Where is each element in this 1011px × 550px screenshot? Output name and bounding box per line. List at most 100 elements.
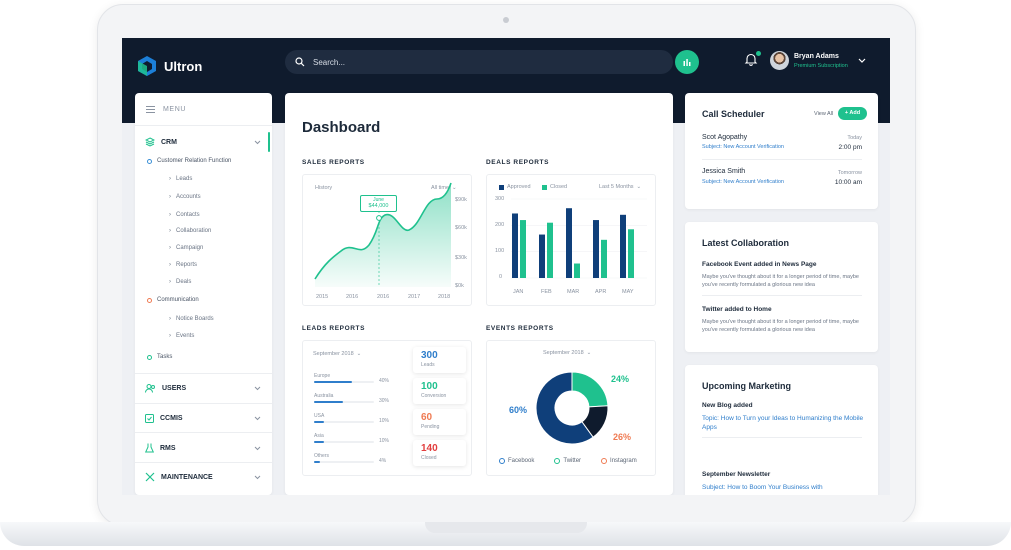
bar-closed-mar <box>574 263 580 278</box>
sidebar-item-events[interactable]: › Events <box>169 333 194 339</box>
chevron-right-icon: › <box>169 245 171 251</box>
avatar[interactable] <box>770 51 789 70</box>
marketing-title: Upcoming Marketing <box>702 381 792 391</box>
sidebar-item-notice-boards[interactable]: › Notice Boards <box>169 316 214 322</box>
region-bar-track <box>314 381 374 383</box>
region-bar-track <box>314 401 374 403</box>
sidebar-item-contacts[interactable]: › Contacts <box>169 212 200 218</box>
region-bar-fill <box>314 441 324 443</box>
sales-area <box>315 183 451 287</box>
sidebar-item-collaboration[interactable]: › Collaboration <box>169 228 211 234</box>
chevron-down-icon: ⌄ <box>452 185 457 191</box>
sidebar-item-rms[interactable]: RMS <box>135 443 272 453</box>
deals-report-panel: Approved Closed Last 5 Months ⌄ 300 200 1… <box>486 174 656 306</box>
stat-label: Leads <box>421 362 435 368</box>
hamburger-icon <box>146 105 155 113</box>
view-all-link[interactable]: View All <box>814 111 834 117</box>
y-tick-label: 100 <box>495 248 505 254</box>
events-donut-chart <box>535 371 609 445</box>
dashboard-panel: Dashboard SALES REPORTS History All time… <box>285 93 673 495</box>
sidebar-group-crm[interactable]: Customer Relation Function <box>147 158 231 164</box>
leads-filter-dropdown[interactable]: September 2018 ⌄ <box>313 351 361 357</box>
chevron-right-icon: › <box>169 333 171 339</box>
sidebar-item-deals[interactable]: › Deals <box>169 279 191 285</box>
sidebar-item-campaign[interactable]: › Campaign <box>169 245 203 251</box>
tools-icon <box>145 472 155 482</box>
leads-report-panel: September 2018 ⌄ Europe 40% Australia 30% USA… <box>302 340 472 476</box>
region-label: USA <box>314 413 325 419</box>
chevron-right-icon: › <box>169 228 171 234</box>
chevron-down-icon <box>254 140 261 144</box>
marketing-item-link[interactable]: Topic: How to Turn your Ideas to Humaniz… <box>702 415 864 431</box>
chevron-down-icon <box>254 446 261 450</box>
leads-reports-title: LEADS REPORTS <box>302 325 366 332</box>
sidebar-item-leads[interactable]: › Leads <box>169 176 192 182</box>
sidebar-item-crm[interactable]: CRM <box>135 137 272 147</box>
events-filter-dropdown[interactable]: September 2018 ⌄ <box>543 350 591 356</box>
sidebar-item-reports[interactable]: › Reports <box>169 262 197 268</box>
sidebar-item-users[interactable]: USERS <box>135 384 272 393</box>
marketing-item-heading: September Newsletter <box>702 471 771 478</box>
region-bar-fill <box>314 401 343 403</box>
slice-label-facebook: 60% <box>509 405 528 415</box>
chevron-down-icon <box>254 475 261 479</box>
collaboration-item-heading[interactable]: Twitter added to Home <box>702 306 772 313</box>
sidebar-scrollbar[interactable] <box>268 132 270 152</box>
app-logo[interactable]: Ultron <box>136 55 202 77</box>
stat-label: Conversion <box>421 393 447 399</box>
caller-name: Jessica Smith <box>702 168 746 175</box>
stat-value: 100 <box>421 381 438 392</box>
menu-header[interactable]: MENU <box>135 93 272 126</box>
sidebar-item-label: Tasks <box>157 354 173 360</box>
region-label: Others <box>314 453 330 459</box>
sidebar-item-label: Notice Boards <box>176 316 214 322</box>
collaboration-item-heading[interactable]: Facebook Event added in News Page <box>702 261 817 268</box>
stat-value: 60 <box>421 412 433 423</box>
tooltip-value: $44,000 <box>368 203 389 209</box>
y-tick-label: 200 <box>495 222 505 228</box>
region-percent: 30% <box>379 398 390 404</box>
sales-filter-dropdown[interactable]: All time ⌄ <box>431 185 457 191</box>
bell-icon[interactable] <box>744 52 758 66</box>
x-tick-label: 2018 <box>438 294 451 300</box>
region-bar-track <box>314 461 374 463</box>
analytics-button[interactable] <box>675 50 699 74</box>
chevron-down-icon[interactable] <box>858 58 866 64</box>
sidebar-item-tasks[interactable]: Tasks <box>147 354 172 360</box>
users-icon <box>145 384 155 393</box>
chevron-right-icon: › <box>169 262 171 268</box>
circle-icon <box>554 458 561 464</box>
sidebar-item-maintenance[interactable]: MAINTENANCE <box>135 472 272 482</box>
search-input[interactable] <box>313 57 653 67</box>
sidebar-item-label: Events <box>176 333 195 339</box>
sales-point-marker <box>376 215 382 221</box>
call-time: 2:00 pm <box>838 144 863 151</box>
events-filter-label: September 2018 <box>543 350 584 356</box>
sidebar-item-label: Contacts <box>176 212 200 218</box>
app-name: Ultron <box>164 58 203 74</box>
call-subject-link[interactable]: Subject: New Account Verification <box>702 144 784 150</box>
lead-stat-card: 300 Leads <box>413 347 466 373</box>
user-subscription: Premium Subscription <box>794 63 848 69</box>
divider <box>135 373 272 374</box>
history-label: History <box>315 185 333 191</box>
region-bar-track <box>314 441 374 443</box>
region-bar-fill <box>314 421 324 423</box>
tooltip-month: June <box>373 197 384 203</box>
chevron-down-icon: ⌄ <box>356 351 362 357</box>
deals-bar-chart <box>511 198 647 279</box>
donut-slice-facebook <box>535 371 594 445</box>
marketing-item-link[interactable]: Subject: How to Boom Your Business with <box>702 484 823 491</box>
call-subject-link[interactable]: Subject: New Account Verification <box>702 179 784 185</box>
sidebar-item-ccmis[interactable]: CCMIS <box>135 413 272 423</box>
region-bar-track <box>314 421 374 423</box>
region-bar-fill <box>314 381 353 383</box>
sidebar-group-label: Communication <box>157 297 199 303</box>
add-call-button[interactable]: + Add <box>838 107 867 120</box>
search-icon <box>295 57 305 67</box>
sidebar-group-communication[interactable]: Communication <box>147 297 199 303</box>
search-bar[interactable] <box>285 50 673 74</box>
deals-filter-dropdown[interactable]: Last 5 Months ⌄ <box>599 184 641 190</box>
sidebar-item-label: Collaboration <box>176 228 212 234</box>
sidebar-item-accounts[interactable]: › Accounts <box>169 194 201 200</box>
